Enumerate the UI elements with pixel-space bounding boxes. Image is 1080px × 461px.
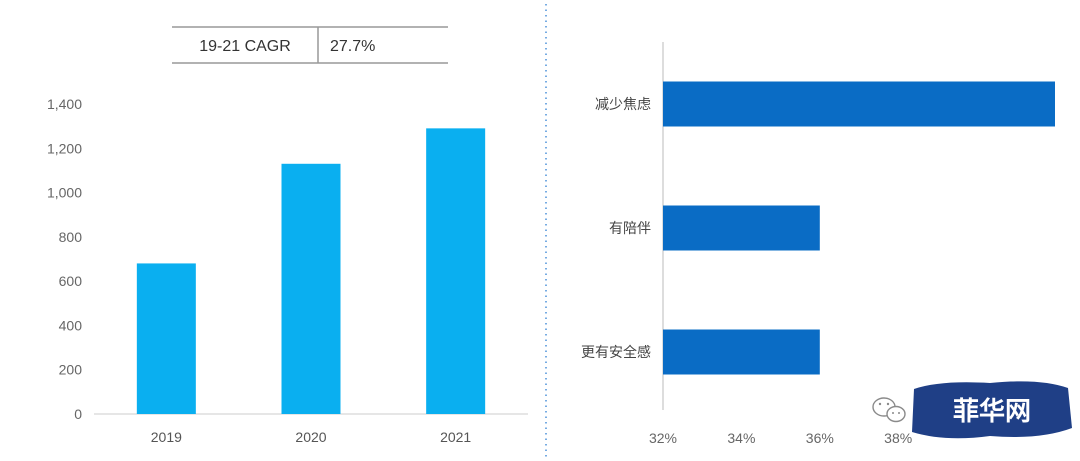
left-x-tick-label: 2019	[151, 429, 182, 445]
watermark: 菲华网	[872, 381, 1072, 439]
right-bar-有陪伴	[663, 205, 820, 251]
left-x-tick-label: 2020	[295, 429, 326, 445]
left-y-tick-label: 600	[59, 273, 83, 289]
left-bar-chart: 0 200 400 600 800 1,000 1,200 1,400 2019 2020 202…	[47, 96, 528, 445]
cagr-table: 19-21 CAGR 27.7%	[172, 26, 448, 64]
right-y-tick-label: 减少焦虑	[595, 97, 651, 113]
left-y-tick-label: 1,200	[47, 140, 82, 156]
left-bar-2021	[426, 128, 486, 414]
right-x-tick-label: 34%	[727, 430, 755, 446]
right-bar-更有安全感	[663, 329, 820, 375]
left-y-tick-label: 400	[59, 317, 83, 333]
cagr-value: 27.7%	[330, 38, 375, 55]
left-y-axis-ticks: 0 200 400 600 800 1,000 1,200 1,400	[47, 96, 82, 422]
right-x-axis-labels: 32% 34% 36% 38%	[649, 430, 912, 446]
watermark-text: 菲华网	[953, 396, 1031, 427]
left-bars	[136, 128, 486, 414]
right-bars	[663, 81, 1055, 375]
wechat-icon	[872, 397, 906, 423]
right-y-tick-label: 有陪伴	[609, 221, 651, 237]
left-bar-2019	[136, 263, 196, 414]
left-y-tick-label: 200	[59, 362, 83, 378]
right-x-tick-label: 36%	[806, 430, 834, 446]
right-y-tick-label: 更有安全感	[581, 344, 651, 361]
watermark-banner	[912, 381, 1072, 439]
cagr-label: 19-21 CAGR	[199, 38, 291, 55]
left-y-tick-label: 0	[74, 406, 82, 422]
left-y-tick-label: 800	[59, 229, 83, 245]
right-x-tick-label: 38%	[884, 430, 912, 446]
right-x-tick-label: 32%	[649, 430, 677, 446]
left-y-tick-label: 1,000	[47, 185, 82, 201]
left-x-axis-labels: 2019 2020 2021	[151, 429, 472, 445]
left-bar-2020	[281, 163, 341, 414]
left-y-tick-label: 1,400	[47, 96, 82, 112]
right-bar-减少焦虑	[663, 81, 1055, 127]
left-x-tick-label: 2021	[440, 429, 471, 445]
